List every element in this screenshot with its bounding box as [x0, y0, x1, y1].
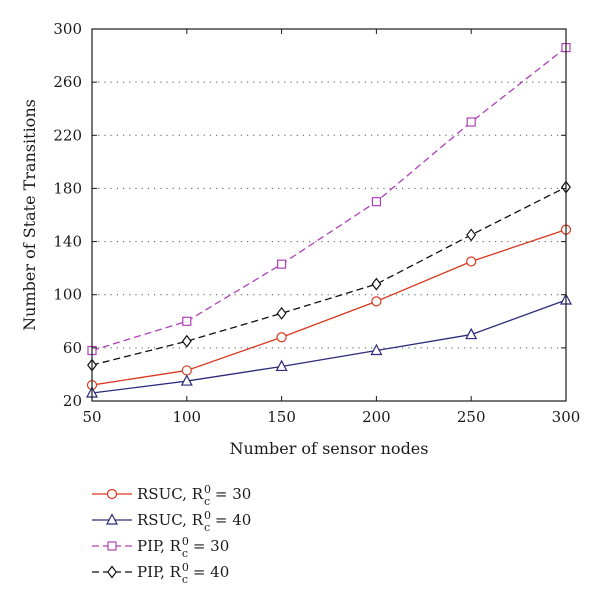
legend-marker	[106, 488, 118, 500]
legend-label: PIP, R0 c = 30	[137, 535, 229, 560]
series-layer	[86, 42, 572, 398]
y-tick-label: 260	[53, 73, 82, 91]
data-point-2-2	[180, 374, 193, 386]
series-1	[86, 224, 572, 391]
legend-marker	[107, 565, 117, 579]
data-point-2-4	[370, 343, 383, 356]
data-point-1-2	[181, 365, 192, 376]
y-tick-label: 20	[63, 392, 82, 410]
legend-label: RSUC, R0 c = 30	[137, 483, 251, 508]
legend-entry-1: RSUC, R0 c = 30	[92, 483, 251, 508]
y-tick-label: 180	[53, 179, 82, 197]
legend-marker	[107, 541, 117, 551]
data-point-3-2	[182, 316, 192, 326]
legend-label-sup: 0	[182, 561, 189, 574]
x-axis-title: Number of sensor nodes	[230, 439, 429, 458]
legend-entry-2: RSUC, R0 c = 40	[92, 509, 251, 534]
legend-label-sup: 0	[204, 483, 211, 496]
x-tick-label: 300	[552, 408, 581, 426]
legend-label-tail: = 30	[188, 537, 229, 555]
y-tick-label: 100	[53, 286, 82, 304]
y-tick-label: 300	[53, 20, 82, 38]
x-tick-label: 50	[82, 408, 101, 426]
y-tick-label: 140	[53, 233, 82, 251]
legend-label: RSUC, R0 c = 40	[137, 509, 251, 534]
data-point-2-5	[465, 327, 478, 340]
data-point-4-2	[181, 334, 192, 348]
series-line-1	[91, 228, 567, 386]
legend-label-base: PIP, R	[137, 537, 182, 555]
data-point-3-3	[277, 259, 287, 269]
y-tick-label: 60	[63, 339, 82, 357]
legend-label-sub: c	[182, 547, 188, 560]
series-2	[86, 293, 572, 398]
legend-marker	[106, 513, 118, 525]
series-3	[87, 42, 571, 356]
y-axis-title: Number of State Transitions	[20, 99, 39, 331]
legend-label: PIP, R0 c = 40	[137, 561, 229, 586]
legend-entry-4: PIP, R0 c = 40	[92, 561, 229, 586]
data-point-2-3	[275, 359, 288, 372]
x-tick-label: 250	[457, 408, 486, 426]
data-point-3-4	[371, 197, 381, 207]
ticks: 50 100 150 200 250 300 20 60 100 140 180 220 260 300	[53, 20, 580, 426]
data-point-4-3	[276, 306, 287, 320]
x-tick-label: 100	[172, 408, 201, 426]
legend-label-tail: = 40	[210, 511, 251, 529]
x-tick-label: 150	[267, 408, 296, 426]
data-point-3-5	[466, 117, 476, 127]
series-line-4	[91, 186, 567, 366]
y-tick-label: 220	[53, 126, 82, 144]
legend-label-tail: = 30	[210, 485, 251, 503]
grid	[92, 81, 566, 349]
data-point-1-4	[371, 296, 382, 307]
legend-label-base: RSUC, R	[137, 511, 204, 529]
legend-label-tail: = 40	[188, 563, 229, 581]
legend-label-sub: c	[204, 521, 210, 534]
legend-label-sup: 0	[204, 509, 211, 522]
x-tick-label: 200	[362, 408, 391, 426]
data-point-4-4	[371, 277, 382, 291]
legend-label-sup: 0	[182, 535, 189, 548]
data-point-1-3	[276, 332, 287, 343]
legend-label-base: PIP, R	[137, 563, 182, 581]
data-point-4-5	[466, 228, 477, 242]
plot-frame	[91, 28, 567, 402]
series-line-2	[91, 299, 567, 394]
series-line-3	[91, 47, 567, 352]
series-4	[87, 180, 571, 372]
legend-label-sub: c	[204, 495, 210, 508]
legend-label-base: RSUC, R	[137, 485, 204, 503]
data-point-1-5	[466, 256, 477, 267]
legend-entry-3: PIP, R0 c = 30	[92, 535, 229, 560]
legend-label-sub: c	[182, 573, 188, 586]
